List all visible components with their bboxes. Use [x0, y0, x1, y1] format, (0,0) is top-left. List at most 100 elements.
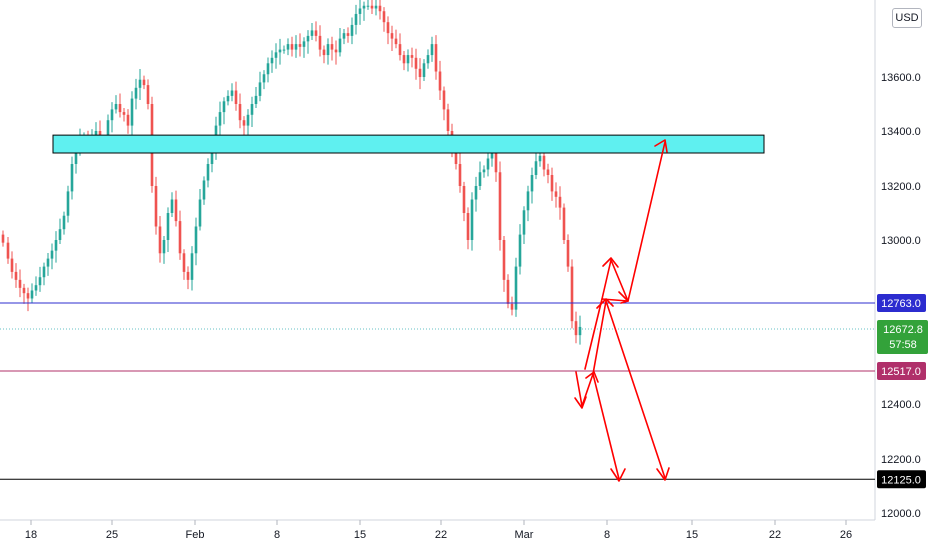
candle-body — [258, 82, 262, 96]
candle-body — [302, 41, 306, 47]
candle-body — [346, 33, 350, 36]
arrowhead-low-left — [574, 396, 587, 409]
arrowhead-low-mid — [585, 371, 599, 383]
candle-body — [250, 104, 254, 115]
arrowhead-bottom-2 — [656, 467, 670, 481]
candle-body — [438, 71, 442, 91]
candle-body — [574, 321, 578, 336]
candle-body — [38, 277, 42, 286]
candle-body — [26, 293, 30, 299]
candle-body — [314, 30, 318, 36]
current-price-badge — [877, 320, 928, 354]
candle-body — [458, 164, 462, 186]
candle-body — [234, 90, 238, 104]
time-tick-label: 15 — [686, 529, 698, 541]
arrowhead-upper-mid — [602, 257, 619, 268]
candle-body — [538, 155, 542, 162]
candle-body — [1, 234, 5, 243]
candle-body — [434, 44, 438, 72]
price-tick-label: 12400.0 — [881, 399, 921, 411]
candle-body — [486, 158, 490, 170]
time-tick-label: 8 — [604, 529, 610, 541]
candle-body — [10, 258, 14, 272]
candle-body — [330, 44, 334, 50]
candle-body — [242, 120, 246, 126]
candle-body — [414, 57, 418, 69]
candle-body — [558, 196, 562, 208]
time-axis-ticks: 18 25 Feb 8 15 22 Mar 8 15 22 26 — [25, 520, 852, 541]
candle-body — [390, 33, 394, 39]
candle-body — [46, 258, 50, 267]
candle-body — [266, 63, 270, 75]
candle-body — [354, 13, 358, 25]
candle-body — [158, 226, 162, 254]
candle-body — [6, 242, 10, 259]
candle-body — [278, 49, 282, 53]
candle-body — [54, 240, 58, 251]
candle-body — [402, 55, 406, 64]
candle-body — [202, 180, 206, 200]
candle-body — [294, 44, 298, 50]
arrow-path-upper — [584, 141, 666, 370]
current-price-value: 12672.8 — [883, 324, 923, 336]
candle-body — [122, 112, 126, 115]
candle-body — [430, 44, 434, 56]
candle-body — [542, 155, 546, 170]
candle-body — [142, 79, 146, 86]
candle-body — [270, 57, 274, 64]
time-tick-label: 8 — [274, 529, 280, 541]
candle-body — [50, 250, 54, 259]
candle-body — [66, 191, 70, 216]
candle-body — [222, 101, 226, 113]
price-tick-label: 13200.0 — [881, 181, 921, 193]
candle-body — [22, 287, 26, 294]
candle-body — [118, 104, 122, 113]
candle-body — [130, 98, 134, 126]
candle-body — [30, 290, 34, 299]
level-value: 12125.0 — [881, 474, 921, 486]
level-badge — [877, 294, 926, 312]
candle-body — [482, 169, 486, 173]
candle-body — [226, 95, 230, 102]
candle-body — [386, 22, 390, 34]
candle-body — [318, 35, 322, 50]
price-tick-label: 12200.0 — [881, 454, 921, 466]
candle-body — [170, 199, 174, 213]
candle-body — [362, 5, 366, 9]
candle-body — [70, 164, 74, 192]
candle-body — [322, 49, 326, 56]
candle-body — [418, 68, 422, 77]
time-tick-label: 22 — [769, 529, 781, 541]
candle-body — [298, 44, 302, 47]
time-tick-label: Feb — [186, 529, 205, 541]
candle-body — [134, 87, 138, 99]
candle-body — [530, 175, 534, 192]
candle-body — [446, 109, 450, 131]
candle-body — [74, 144, 78, 164]
candle-body — [18, 279, 22, 288]
candle-body — [286, 44, 290, 50]
candle-body — [174, 199, 178, 222]
resistance-zone — [52, 134, 765, 154]
time-tick-label: 15 — [354, 529, 366, 541]
candle-body — [290, 44, 294, 50]
candle-body — [474, 186, 478, 200]
candle-body — [254, 95, 258, 104]
candle-body — [230, 90, 234, 96]
candle-body — [166, 213, 170, 240]
candle-body — [442, 90, 446, 110]
candle-body — [210, 150, 214, 164]
candle-body — [190, 253, 194, 280]
candle-body — [534, 161, 538, 175]
candle-body — [326, 44, 330, 56]
candle-body — [194, 226, 198, 254]
level-value: 12763.0 — [881, 298, 921, 310]
currency-selector[interactable]: USD — [892, 8, 922, 28]
candle-body — [206, 164, 210, 181]
candle-body — [526, 191, 530, 211]
candle-body — [58, 229, 62, 240]
candle-body — [422, 63, 426, 77]
candle-body — [406, 55, 410, 64]
time-tick-label: 18 — [25, 529, 37, 541]
